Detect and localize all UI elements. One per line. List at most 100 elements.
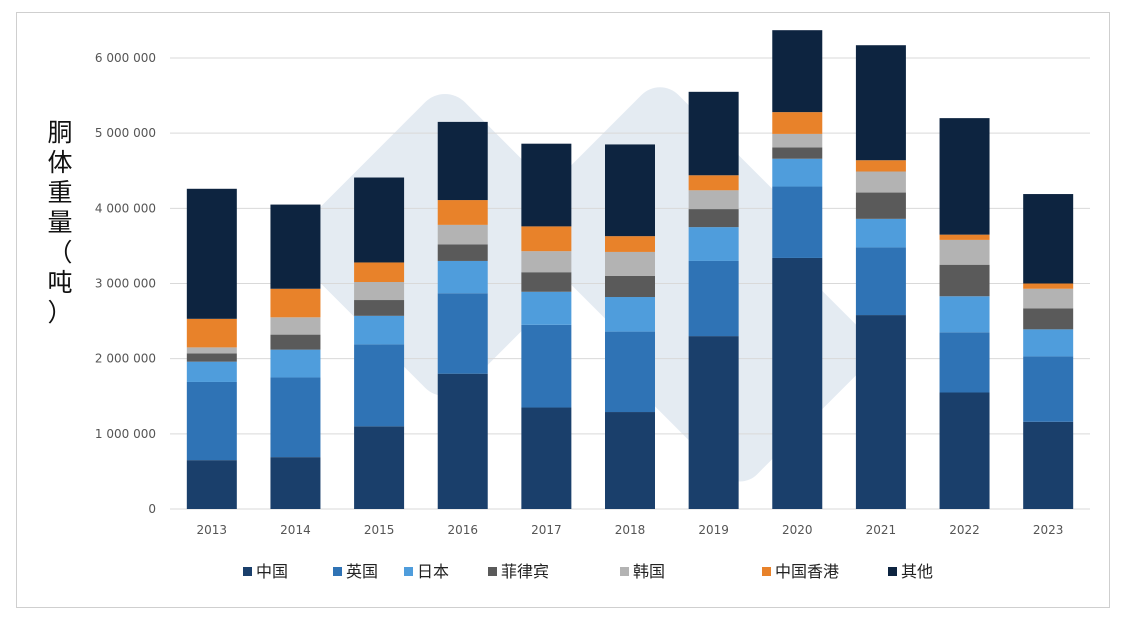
y-axis-title-char: 体 bbox=[47, 148, 73, 177]
bar-segment-2014-5 bbox=[270, 288, 321, 318]
bar-segment-2015-4 bbox=[354, 281, 405, 301]
x-tick-label: 2019 bbox=[698, 523, 729, 537]
bar-segment-2017-4 bbox=[521, 251, 572, 273]
bar-segment-2017-6 bbox=[521, 143, 572, 227]
legend-item: 中国香港 bbox=[762, 562, 839, 581]
bar-segment-2014-0 bbox=[270, 457, 321, 509]
bar-segment-2019-5 bbox=[688, 175, 739, 191]
bar-segment-2023-5 bbox=[1023, 283, 1074, 289]
bar-segment-2017-5 bbox=[521, 226, 572, 252]
bar-segment-2018-5 bbox=[605, 236, 655, 252]
legend-label: 英国 bbox=[346, 562, 378, 581]
bar-segment-2020-2 bbox=[772, 158, 823, 187]
y-axis-title-char: 量 bbox=[47, 208, 73, 237]
y-tick-label: 2 000 000 bbox=[95, 352, 156, 366]
bar-segment-2017-3 bbox=[521, 272, 572, 292]
legend-label: 韩国 bbox=[633, 562, 665, 581]
x-tick-label: 2022 bbox=[949, 523, 980, 537]
legend-item: 韩国 bbox=[620, 562, 665, 581]
x-tick-labels: 2013 2014 2015 2016 2017 2018 2019 2020 2021 2022… bbox=[197, 523, 1064, 537]
bar-segment-2013-5 bbox=[186, 318, 237, 348]
x-tick-label: 2017 bbox=[531, 523, 562, 537]
bar-segment-2021-3 bbox=[855, 192, 906, 219]
y-tick-label: 4 000 000 bbox=[95, 201, 156, 215]
legend-swatch bbox=[333, 567, 342, 576]
legend-item: 其他 bbox=[888, 562, 933, 581]
x-tick-label: 2018 bbox=[615, 523, 646, 537]
bar-segment-2021-0 bbox=[855, 315, 906, 509]
bar-stack-2019 bbox=[688, 91, 739, 509]
legend-item: 中国 bbox=[243, 562, 288, 581]
bar-segment-2015-1 bbox=[354, 344, 405, 427]
bar-segment-2023-3 bbox=[1023, 308, 1074, 330]
bar-segment-2019-6 bbox=[688, 91, 739, 176]
bar-segment-2017-1 bbox=[521, 324, 572, 408]
bar-segment-2014-2 bbox=[270, 349, 321, 378]
legend: 中国 英国 日本 菲律宾 韩国 中国香港 其他 bbox=[243, 562, 933, 581]
y-axis-title-char: 胴 bbox=[47, 118, 73, 147]
bar-segment-2023-2 bbox=[1023, 329, 1074, 357]
bar-segment-2019-4 bbox=[688, 190, 739, 210]
y-axis-title-char: 吨 bbox=[47, 268, 73, 297]
bar-segment-2015-2 bbox=[354, 315, 405, 345]
bar-segment-2018-0 bbox=[605, 412, 655, 509]
bar-segment-2022-3 bbox=[939, 264, 990, 297]
x-tick-label: 2015 bbox=[364, 523, 395, 537]
legend-swatch bbox=[488, 567, 497, 576]
bar-segment-2013-3 bbox=[186, 353, 237, 362]
bar-segment-2018-1 bbox=[605, 331, 655, 413]
legend-swatch bbox=[243, 567, 252, 576]
y-axis-title-char: 重 bbox=[47, 178, 73, 207]
bar-segment-2023-6 bbox=[1023, 194, 1074, 284]
bar-segment-2016-3 bbox=[437, 244, 488, 261]
bar-segment-2016-4 bbox=[437, 224, 488, 245]
legend-label: 菲律宾 bbox=[501, 562, 549, 581]
bar-layer bbox=[186, 30, 1074, 509]
bar-segment-2013-2 bbox=[186, 361, 237, 382]
y-tick-label: 6 000 000 bbox=[95, 51, 156, 65]
x-tick-label: 2013 bbox=[197, 523, 228, 537]
x-tick-label: 2020 bbox=[782, 523, 813, 537]
bar-segment-2016-1 bbox=[437, 293, 488, 374]
legend-swatch bbox=[404, 567, 413, 576]
bar-segment-2017-0 bbox=[521, 407, 572, 509]
bar-stack-2020 bbox=[772, 30, 823, 509]
bar-segment-2023-0 bbox=[1023, 421, 1074, 509]
bar-segment-2020-5 bbox=[772, 112, 823, 134]
bar-segment-2015-5 bbox=[354, 262, 405, 282]
bar-segment-2020-3 bbox=[772, 147, 823, 159]
bar-segment-2023-4 bbox=[1023, 288, 1074, 309]
bar-segment-2023-1 bbox=[1023, 356, 1074, 422]
y-axis-title: 胴体重量（吨） bbox=[40, 118, 80, 328]
legend-item: 菲律宾 bbox=[488, 562, 549, 581]
bar-segment-2021-5 bbox=[855, 160, 906, 172]
y-tick-label: 5 000 000 bbox=[95, 126, 156, 140]
legend-label: 中国香港 bbox=[775, 562, 839, 581]
bar-segment-2021-6 bbox=[855, 45, 906, 161]
bar-segment-2022-5 bbox=[939, 234, 990, 240]
bar-segment-2018-6 bbox=[605, 144, 655, 237]
bar-segment-2018-2 bbox=[605, 297, 655, 332]
bar-segment-2022-2 bbox=[939, 296, 990, 333]
bar-segment-2016-5 bbox=[437, 200, 488, 225]
bar-segment-2020-6 bbox=[772, 30, 823, 113]
bar-segment-2016-0 bbox=[437, 373, 488, 509]
bar-segment-2022-4 bbox=[939, 239, 990, 265]
bar-segment-2015-6 bbox=[354, 177, 405, 263]
bar-stack-2023 bbox=[1023, 194, 1074, 509]
bar-segment-2021-1 bbox=[855, 247, 906, 316]
bar-segment-2014-1 bbox=[270, 377, 321, 458]
y-axis-title-char: ） bbox=[47, 298, 73, 327]
y-axis-title-char: （ bbox=[47, 238, 73, 267]
bar-segment-2015-3 bbox=[354, 300, 405, 316]
bar-stack-2018 bbox=[605, 144, 655, 509]
y-tick-label: 1 000 000 bbox=[95, 427, 156, 441]
y-tick-label: 0 bbox=[148, 502, 156, 516]
x-tick-label: 2021 bbox=[866, 523, 897, 537]
y-tick-labels: 0 1 000 000 2 000 000 3 000 000 4 000 000 5 0… bbox=[95, 51, 156, 516]
bar-segment-2015-0 bbox=[354, 426, 405, 509]
legend-label: 其他 bbox=[901, 562, 933, 581]
bar-segment-2013-4 bbox=[186, 347, 237, 354]
bar-stack-2017 bbox=[521, 143, 572, 509]
